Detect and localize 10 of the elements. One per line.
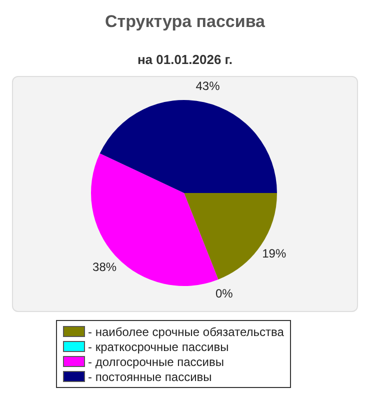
legend-label: - наиболее срочные обязательства [88,324,284,338]
data-label: 19% [262,246,286,261]
data-label: 43% [196,78,220,93]
chart-subtitle: на 01.01.2026 г. [136,52,234,67]
legend-label: - долгосрочные пассивы [88,354,224,368]
text: 0% [215,286,233,301]
legend-label: - постоянные пассивы [88,370,212,384]
data-label: 38% [92,260,117,274]
chart-title: Структура пассива [104,12,266,32]
legend-label: - краткосрочные пассивы [88,340,229,354]
